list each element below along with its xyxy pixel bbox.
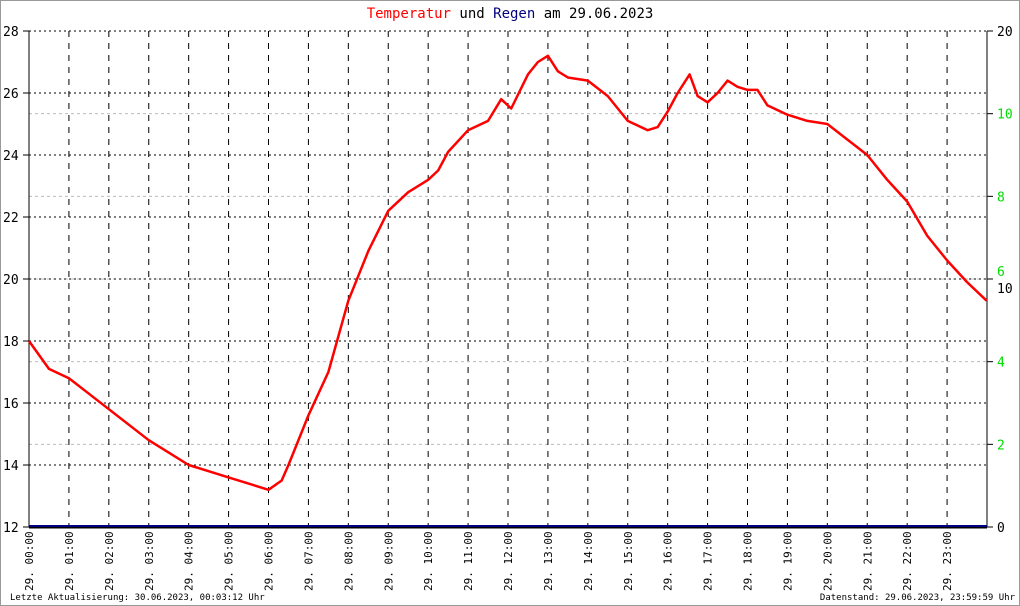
time-tick-label: 29. 03:00	[143, 531, 156, 591]
time-tick-label: 29. 10:00	[422, 531, 435, 591]
title-rain: Regen	[493, 6, 536, 22]
time-tick-label: 29. 23:00	[941, 531, 954, 591]
temperature-tick-label: 14	[3, 459, 19, 474]
rain-tick-label: 4	[997, 356, 1005, 371]
rain-tick-label: 6	[997, 265, 1005, 280]
time-tick-label: 29. 17:00	[702, 531, 715, 591]
time-tick-label: 29. 22:00	[901, 531, 914, 591]
last-update: Letzte Aktualisierung: 30.06.2023, 00:03…	[10, 593, 265, 603]
time-tick-label: 29. 05:00	[223, 531, 236, 591]
rain-major-tick-label: 10	[997, 282, 1013, 297]
rain-major-tick-label: 0	[997, 521, 1005, 536]
temperature-tick-label: 20	[3, 273, 19, 288]
temperature-tick-label: 16	[3, 397, 19, 412]
temperature-tick-label: 12	[3, 521, 19, 536]
time-tick-label: 29. 14:00	[582, 531, 595, 591]
rain-tick-label: 10	[997, 108, 1013, 123]
time-tick-label: 29. 04:00	[183, 531, 196, 591]
time-tick-label: 29. 00:00	[23, 531, 36, 591]
rain-tick-label: 8	[997, 190, 1005, 205]
title-temperature: Temperatur	[366, 6, 451, 22]
rain-major-tick-label: 20	[997, 25, 1013, 40]
chart-title: Temperatur und Regen am 29.06.2023	[1, 6, 1019, 22]
temperature-tick-label: 18	[3, 335, 19, 350]
rain-tick-label: 2	[997, 438, 1005, 453]
time-tick-label: 29. 18:00	[742, 531, 755, 591]
data-timestamp: Datenstand: 29.06.2023, 23:59:59 Uhr	[819, 593, 1015, 603]
time-tick-label: 29. 16:00	[662, 531, 675, 591]
time-tick-label: 29. 15:00	[622, 531, 635, 591]
time-tick-label: 29. 20:00	[821, 531, 834, 591]
time-tick-label: 29. 06:00	[263, 531, 276, 591]
time-tick-label: 29. 08:00	[342, 531, 355, 591]
time-tick-label: 29. 21:00	[861, 531, 874, 591]
temperature-tick-label: 24	[3, 149, 19, 164]
time-tick-label: 29. 11:00	[462, 531, 475, 591]
temperature-tick-label: 26	[3, 87, 19, 102]
time-tick-label: 29. 13:00	[542, 531, 555, 591]
temperature-tick-label: 22	[3, 211, 19, 226]
temperature-line	[27, 54, 988, 492]
time-tick-label: 29. 02:00	[103, 531, 116, 591]
time-tick-label: 29. 09:00	[382, 531, 395, 591]
time-tick-label: 29. 07:00	[302, 531, 315, 591]
title-date: am 29.06.2023	[535, 6, 654, 22]
time-tick-label: 29. 01:00	[63, 531, 76, 591]
temperature-tick-label: 28	[3, 25, 19, 40]
time-tick-label: 29. 19:00	[781, 531, 794, 591]
time-tick-label: 29. 12:00	[502, 531, 515, 591]
title-und: und	[450, 6, 494, 22]
